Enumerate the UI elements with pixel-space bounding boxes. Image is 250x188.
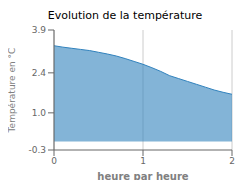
svg-text:2: 2 — [229, 156, 235, 166]
html-text:Evolution de la température: Evolution de la température — [47, 9, 203, 22]
svg-text:Température en °C: Température en °C — [8, 48, 17, 134]
svg-text:0: 0 — [51, 156, 57, 166]
svg-text:heure par heure: heure par heure — [97, 171, 188, 180]
svg-text:-0.3: -0.3 — [28, 145, 46, 155]
svg-text:3.9: 3.9 — [32, 25, 47, 35]
svg-text:1.0: 1.0 — [32, 108, 47, 118]
svg-text:2.4: 2.4 — [32, 68, 47, 78]
svg-text:1: 1 — [140, 156, 146, 166]
